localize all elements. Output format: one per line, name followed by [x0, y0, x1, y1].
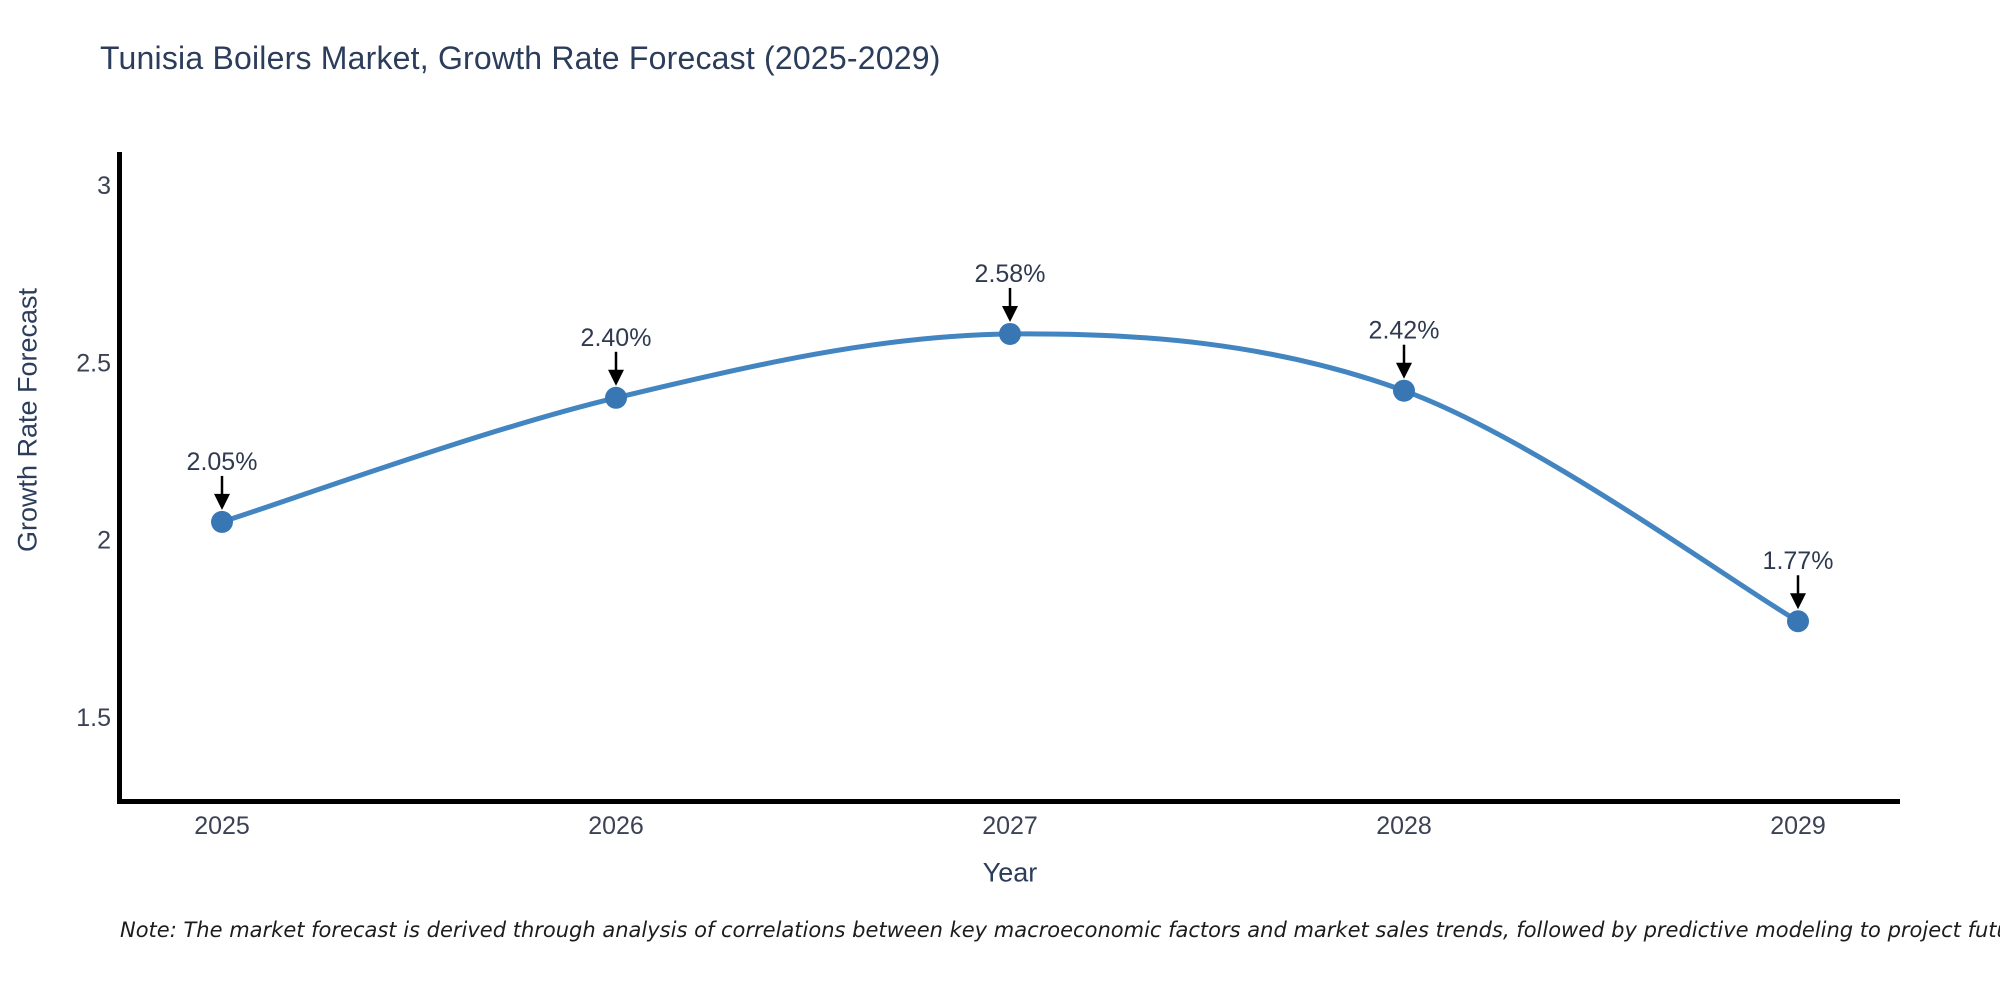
data-point-label: 2.58% [975, 260, 1046, 288]
chart-title: Tunisia Boilers Market, Growth Rate Fore… [100, 40, 941, 76]
forecast-line [219, 331, 1801, 624]
annotation-arrowhead-icon [1396, 362, 1412, 379]
data-point-marker[interactable] [999, 322, 1021, 345]
x-tick-label: 2025 [194, 812, 250, 840]
data-point-label: 2.40% [581, 324, 652, 352]
x-axis-spine [117, 799, 1900, 804]
data-point-marker[interactable] [211, 510, 233, 533]
y-tick-label: 3 [97, 172, 111, 200]
footnote: Note: The market forecast is derived thr… [120, 918, 2000, 942]
annotation-arrowhead-icon [1002, 305, 1018, 322]
y-axis-title: Growth Rate Forecast [12, 287, 43, 553]
data-point-marker[interactable] [1393, 379, 1415, 402]
y-tick-label: 2 [97, 527, 111, 555]
data-point-marker[interactable] [1787, 610, 1809, 633]
y-axis-spine [117, 152, 122, 804]
data-point-label: 2.42% [1369, 317, 1440, 345]
data-point-label: 1.77% [1763, 547, 1834, 575]
annotation-arrowhead-icon [214, 493, 230, 510]
data-point-label: 2.05% [187, 448, 258, 476]
x-tick-label: 2027 [982, 812, 1038, 840]
x-tick-label: 2026 [588, 812, 644, 840]
y-tick-label: 1.5 [76, 704, 111, 732]
x-axis-title: Year [982, 857, 1038, 888]
x-tick-label: 2029 [1770, 812, 1826, 840]
x-tick-label: 2028 [1376, 812, 1432, 840]
data-point-marker[interactable] [605, 386, 627, 409]
annotation-arrowhead-icon [1790, 593, 1806, 610]
y-tick-label: 2.5 [76, 349, 111, 377]
annotation-arrowhead-icon [608, 369, 624, 386]
